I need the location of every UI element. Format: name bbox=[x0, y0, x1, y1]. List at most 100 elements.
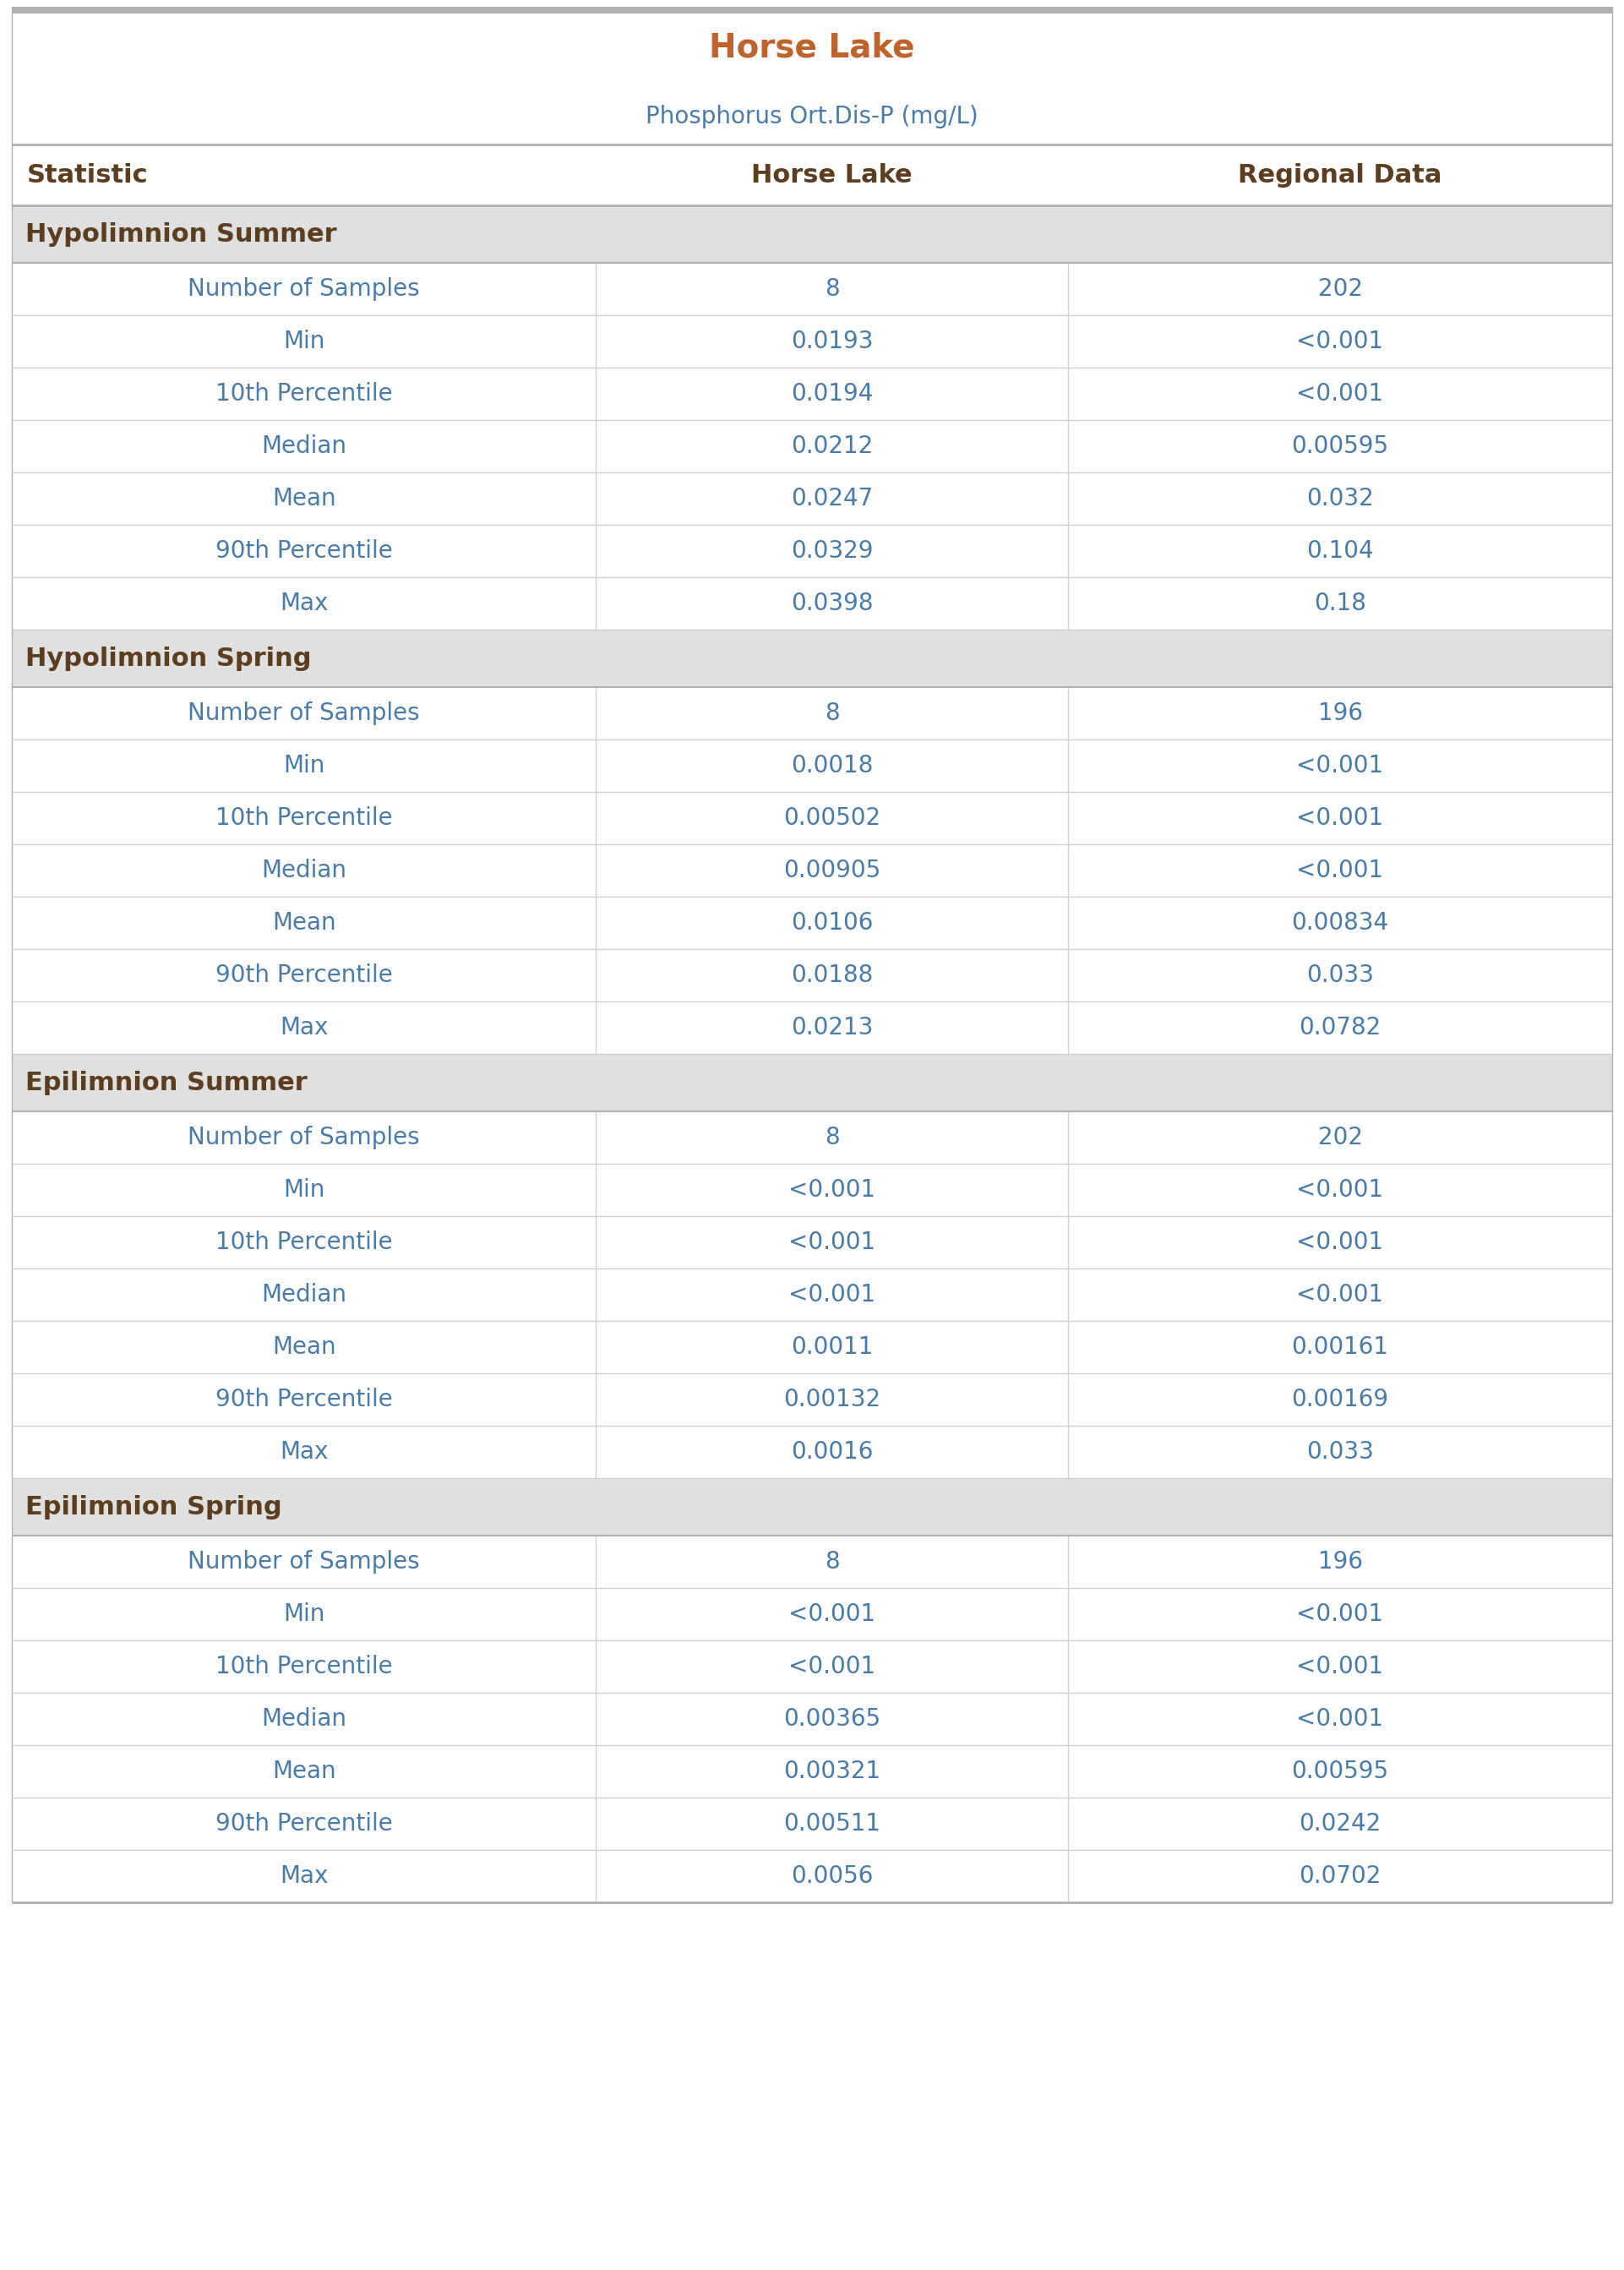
Bar bbox=[11, 524, 1613, 577]
Text: 0.0188: 0.0188 bbox=[791, 962, 874, 987]
Text: Mean: Mean bbox=[271, 910, 336, 935]
Text: <0.001: <0.001 bbox=[1296, 858, 1384, 883]
Text: 0.00905: 0.00905 bbox=[783, 858, 880, 883]
Text: Mean: Mean bbox=[271, 1759, 336, 1784]
Text: 90th Percentile: 90th Percentile bbox=[216, 1811, 393, 1836]
Bar bbox=[11, 1535, 1613, 1589]
Text: 0.0782: 0.0782 bbox=[1299, 1017, 1380, 1040]
Bar bbox=[11, 263, 1613, 316]
Text: 0.0106: 0.0106 bbox=[791, 910, 874, 935]
Text: 0.104: 0.104 bbox=[1306, 540, 1374, 563]
Text: <0.001: <0.001 bbox=[1296, 329, 1384, 354]
Text: <0.001: <0.001 bbox=[788, 1230, 875, 1253]
Bar bbox=[11, 740, 1613, 792]
Bar bbox=[11, 316, 1613, 368]
Text: 0.00834: 0.00834 bbox=[1291, 910, 1389, 935]
Bar bbox=[11, 844, 1613, 897]
Bar bbox=[11, 629, 1613, 688]
Text: 202: 202 bbox=[1317, 1126, 1363, 1149]
Text: <0.001: <0.001 bbox=[1296, 381, 1384, 406]
Text: <0.001: <0.001 bbox=[788, 1603, 875, 1625]
Text: Mean: Mean bbox=[271, 486, 336, 511]
Text: 8: 8 bbox=[825, 277, 840, 302]
Text: 10th Percentile: 10th Percentile bbox=[216, 806, 393, 831]
Bar bbox=[11, 1426, 1613, 1478]
Text: 0.0702: 0.0702 bbox=[1299, 1864, 1382, 1889]
Text: Median: Median bbox=[261, 858, 346, 883]
Bar bbox=[11, 1269, 1613, 1321]
Text: Max: Max bbox=[279, 592, 328, 615]
Bar bbox=[11, 368, 1613, 420]
Text: 8: 8 bbox=[825, 1550, 840, 1573]
Text: 10th Percentile: 10th Percentile bbox=[216, 1655, 393, 1678]
Bar bbox=[11, 1478, 1613, 1535]
Text: <0.001: <0.001 bbox=[1296, 1603, 1384, 1625]
Bar bbox=[11, 897, 1613, 949]
Text: Min: Min bbox=[283, 754, 325, 779]
Text: 0.0398: 0.0398 bbox=[791, 592, 874, 615]
Text: 0.0193: 0.0193 bbox=[791, 329, 874, 354]
Bar bbox=[11, 1850, 1613, 1902]
Text: <0.001: <0.001 bbox=[1296, 1655, 1384, 1678]
Text: Phosphorus Ort.Dis-P (mg/L): Phosphorus Ort.Dis-P (mg/L) bbox=[646, 104, 978, 129]
Bar bbox=[11, 7, 1613, 14]
Text: 0.0242: 0.0242 bbox=[1299, 1811, 1380, 1836]
Text: 10th Percentile: 10th Percentile bbox=[216, 1230, 393, 1253]
Text: 196: 196 bbox=[1317, 701, 1363, 724]
Text: Epilimnion Summer: Epilimnion Summer bbox=[26, 1071, 307, 1094]
Text: 202: 202 bbox=[1317, 277, 1363, 302]
Bar bbox=[11, 1001, 1613, 1053]
Bar bbox=[11, 1217, 1613, 1269]
Text: 0.0194: 0.0194 bbox=[791, 381, 874, 406]
Text: Epilimnion Spring: Epilimnion Spring bbox=[26, 1494, 283, 1519]
Text: <0.001: <0.001 bbox=[1296, 1230, 1384, 1253]
Text: Min: Min bbox=[283, 1178, 325, 1201]
Text: Min: Min bbox=[283, 329, 325, 354]
Text: <0.001: <0.001 bbox=[1296, 1283, 1384, 1308]
Text: Median: Median bbox=[261, 1707, 346, 1730]
Text: Median: Median bbox=[261, 434, 346, 459]
Text: 0.0056: 0.0056 bbox=[791, 1864, 874, 1889]
Text: 0.00502: 0.00502 bbox=[783, 806, 880, 831]
Bar bbox=[11, 1798, 1613, 1850]
Text: 0.0011: 0.0011 bbox=[791, 1335, 874, 1360]
Text: <0.001: <0.001 bbox=[788, 1283, 875, 1308]
Text: 0.0329: 0.0329 bbox=[791, 540, 874, 563]
Text: 90th Percentile: 90th Percentile bbox=[216, 962, 393, 987]
Text: 0.00595: 0.00595 bbox=[1291, 434, 1389, 459]
Bar bbox=[11, 145, 1613, 204]
Text: Mean: Mean bbox=[271, 1335, 336, 1360]
Text: 0.00132: 0.00132 bbox=[783, 1387, 880, 1412]
Text: 8: 8 bbox=[825, 701, 840, 724]
Bar bbox=[11, 1373, 1613, 1426]
Text: <0.001: <0.001 bbox=[1296, 806, 1384, 831]
Text: Number of Samples: Number of Samples bbox=[188, 701, 421, 724]
Text: Max: Max bbox=[279, 1439, 328, 1464]
Bar bbox=[11, 949, 1613, 1001]
Text: 10th Percentile: 10th Percentile bbox=[216, 381, 393, 406]
Text: 0.00511: 0.00511 bbox=[783, 1811, 880, 1836]
Text: Max: Max bbox=[279, 1017, 328, 1040]
Text: Horse Lake: Horse Lake bbox=[752, 163, 913, 186]
Text: 0.033: 0.033 bbox=[1306, 1439, 1374, 1464]
Text: 196: 196 bbox=[1317, 1550, 1363, 1573]
Bar bbox=[11, 688, 1613, 740]
Text: 0.00595: 0.00595 bbox=[1291, 1759, 1389, 1784]
Text: <0.001: <0.001 bbox=[1296, 1707, 1384, 1730]
Bar bbox=[11, 1589, 1613, 1641]
Text: <0.001: <0.001 bbox=[1296, 754, 1384, 779]
Bar bbox=[11, 1112, 1613, 1165]
Text: Statistic: Statistic bbox=[28, 163, 148, 186]
Text: <0.001: <0.001 bbox=[788, 1655, 875, 1678]
Text: 90th Percentile: 90th Percentile bbox=[216, 540, 393, 563]
Text: Median: Median bbox=[261, 1283, 346, 1308]
Bar bbox=[11, 89, 1613, 145]
Text: 0.00365: 0.00365 bbox=[783, 1707, 880, 1730]
Text: 0.18: 0.18 bbox=[1314, 592, 1366, 615]
Text: <0.001: <0.001 bbox=[788, 1178, 875, 1201]
Bar bbox=[11, 1165, 1613, 1217]
Text: 90th Percentile: 90th Percentile bbox=[216, 1387, 393, 1412]
Text: <0.001: <0.001 bbox=[1296, 1178, 1384, 1201]
Bar bbox=[11, 577, 1613, 629]
Text: Number of Samples: Number of Samples bbox=[188, 277, 421, 302]
